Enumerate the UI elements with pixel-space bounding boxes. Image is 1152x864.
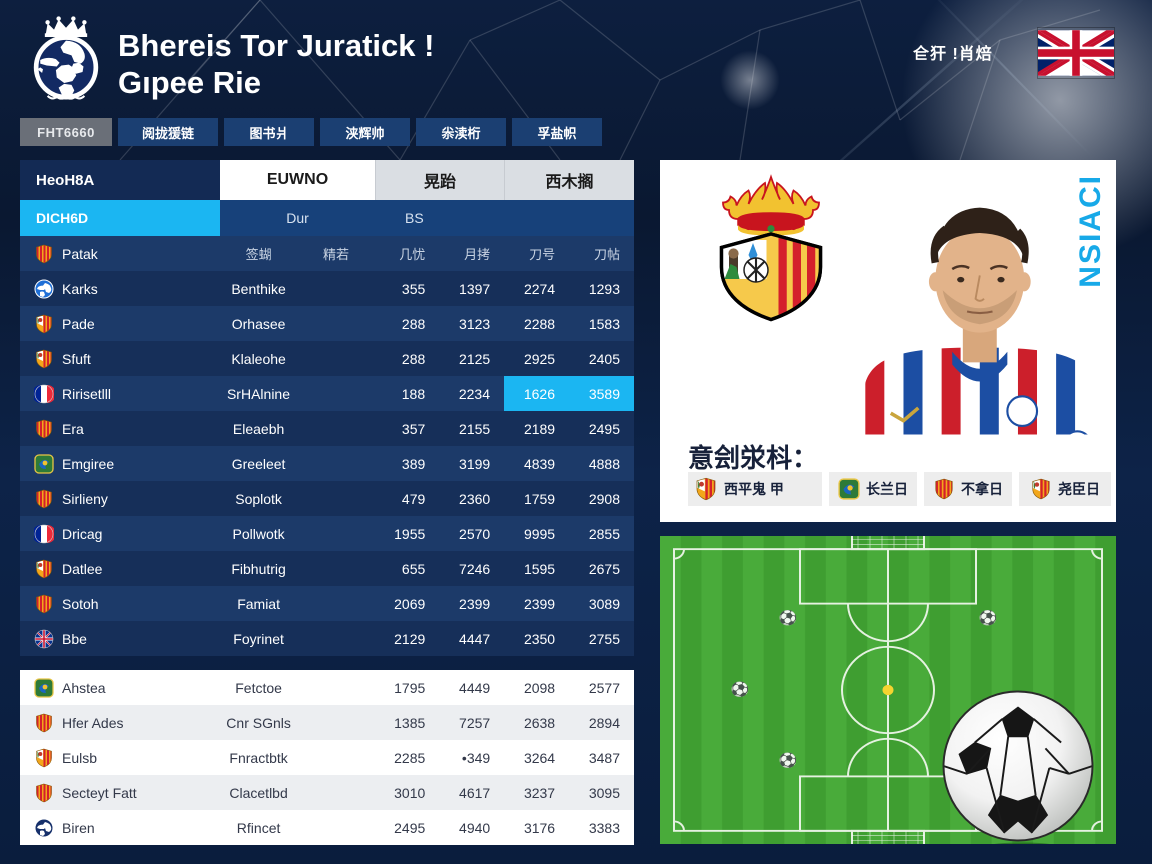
svg-text:⚽: ⚽ — [778, 609, 798, 626]
svg-text:⚽: ⚽ — [978, 609, 998, 626]
svg-text:⚽: ⚽ — [778, 752, 798, 769]
svg-text:⚽: ⚽ — [730, 680, 750, 697]
